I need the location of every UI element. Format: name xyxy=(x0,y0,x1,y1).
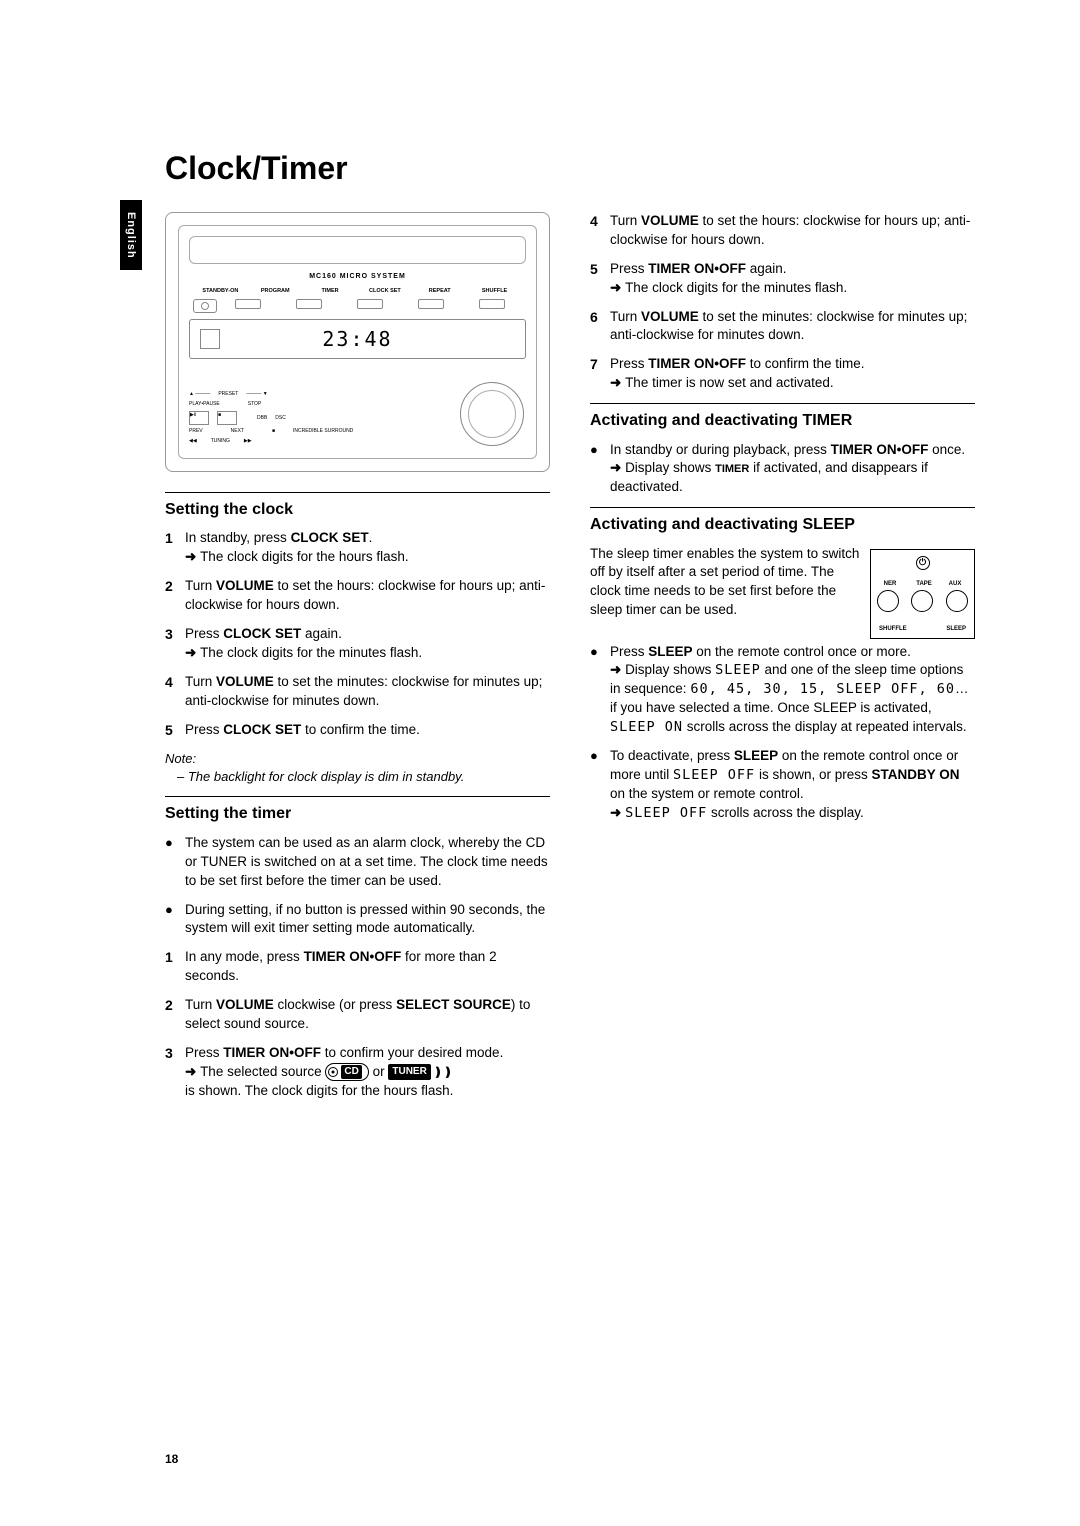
note-text: – The backlight for clock display is dim… xyxy=(177,768,550,786)
section-activate-timer: Activating and deactivating TIMER xyxy=(590,410,975,432)
timer-step-7: 7 Press TIMER ON•OFF to confirm the time… xyxy=(590,355,975,393)
content-columns: MC160 MICRO SYSTEM STANDBY-ON PROGRAM TI… xyxy=(165,212,980,1111)
clock-step-5: 5 Press CLOCK SET to confirm the time. xyxy=(165,721,550,741)
timer-step-2: 2 Turn VOLUME clockwise (or press SELECT… xyxy=(165,996,550,1034)
volume-dial-icon xyxy=(460,382,524,446)
timer-bullet-2: During setting, if no button is pressed … xyxy=(165,901,550,939)
page-title: Clock/Timer xyxy=(165,150,980,187)
clock-step-4: 4 Turn VOLUME to set the minutes: clockw… xyxy=(165,673,550,711)
page-number: 18 xyxy=(165,1452,178,1466)
power-icon: ⏻ xyxy=(916,556,930,570)
timer-step-5: 5 Press TIMER ON•OFF again. The clock di… xyxy=(590,260,975,298)
timer-step-1: 1 In any mode, press TIMER ON•OFF for mo… xyxy=(165,948,550,986)
right-column: 4 Turn VOLUME to set the hours: clockwis… xyxy=(590,212,975,1111)
timer-step-3: 3 Press TIMER ON•OFF to confirm your des… xyxy=(165,1044,550,1101)
activate-timer-bullet: In standby or during playback, press TIM… xyxy=(590,441,975,498)
section-activate-sleep: Activating and deactivating SLEEP xyxy=(590,514,975,536)
clock-step-1: 1 In standby, press CLOCK SET. The clock… xyxy=(165,529,550,567)
clock-step-2: 2 Turn VOLUME to set the hours: clockwis… xyxy=(165,577,550,615)
language-tab: English xyxy=(120,200,142,270)
section-setting-timer: Setting the timer xyxy=(165,803,550,825)
result-arrow xyxy=(185,549,200,564)
cd-source-icon: CD xyxy=(325,1063,368,1081)
remote-illustration: ⏻ NER TAPE AUX SHUFFLESLEEP xyxy=(870,549,975,639)
sleep-bullet-1: Press SLEEP on the remote control once o… xyxy=(590,643,975,737)
device-model: MC160 MICRO SYSTEM xyxy=(189,272,526,282)
left-column: MC160 MICRO SYSTEM STANDBY-ON PROGRAM TI… xyxy=(165,212,550,1111)
sleep-bullet-2: To deactivate, press SLEEP on the remote… xyxy=(590,747,975,823)
device-illustration: MC160 MICRO SYSTEM STANDBY-ON PROGRAM TI… xyxy=(165,212,550,472)
clock-step-3: 3 Press CLOCK SET again. The clock digit… xyxy=(165,625,550,663)
note-label: Note: xyxy=(165,750,550,768)
tuner-source-icon: TUNER❫❫ xyxy=(388,1064,453,1081)
section-setting-clock: Setting the clock xyxy=(165,499,550,521)
timer-bullet-1: The system can be used as an alarm clock… xyxy=(165,834,550,891)
timer-step-4: 4 Turn VOLUME to set the hours: clockwis… xyxy=(590,212,975,250)
timer-step-6: 6 Turn VOLUME to set the minutes: clockw… xyxy=(590,308,975,346)
device-display: 23:48 xyxy=(189,319,526,359)
